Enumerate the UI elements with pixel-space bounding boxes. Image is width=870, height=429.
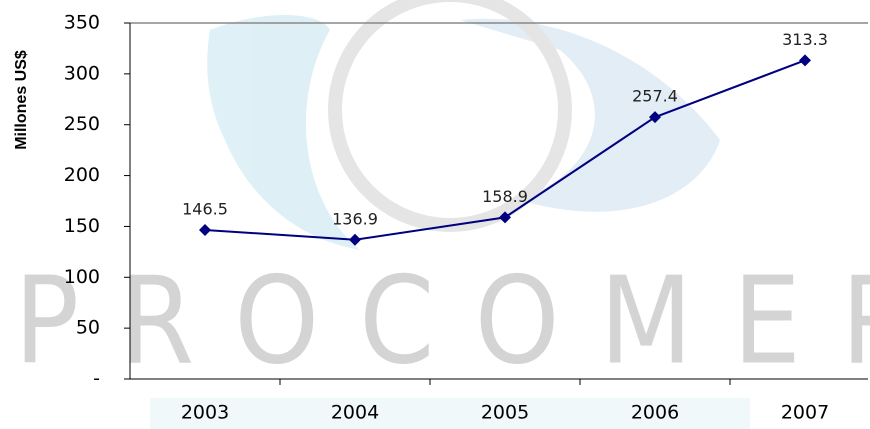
data-label: 146.5	[182, 199, 228, 218]
y-tick-label: 100	[64, 266, 100, 288]
data-label: 313.3	[782, 30, 828, 49]
data-label: 158.9	[482, 187, 528, 206]
y-tick-label: 300	[64, 62, 100, 84]
watermark-swoosh	[460, 19, 720, 212]
watermark-globe	[335, 0, 565, 225]
y-tick-label: 50	[76, 317, 100, 339]
x-tick-label: 2006	[631, 402, 679, 424]
x-tick-label: 2003	[181, 402, 229, 424]
x-tick-label: 2007	[781, 402, 829, 424]
marker	[799, 54, 811, 66]
marker	[199, 224, 211, 236]
y-tick-label: 150	[64, 215, 100, 237]
chart: PROCOMER Millones US$ - 50 100 150 200 250 300…	[0, 0, 870, 429]
y-axis-label: Millones US$	[13, 50, 30, 150]
x-tick-label: 2004	[331, 402, 379, 424]
x-tick-label: 2005	[481, 402, 529, 424]
y-tick-label: -	[93, 368, 100, 390]
data-label: 136.9	[332, 209, 378, 228]
y-tick-label: 250	[64, 113, 100, 135]
y-tick-label: 200	[64, 164, 100, 186]
data-label: 257.4	[632, 87, 678, 106]
watermark: PROCOMER	[14, 253, 870, 392]
y-tick-label: 350	[64, 12, 100, 34]
